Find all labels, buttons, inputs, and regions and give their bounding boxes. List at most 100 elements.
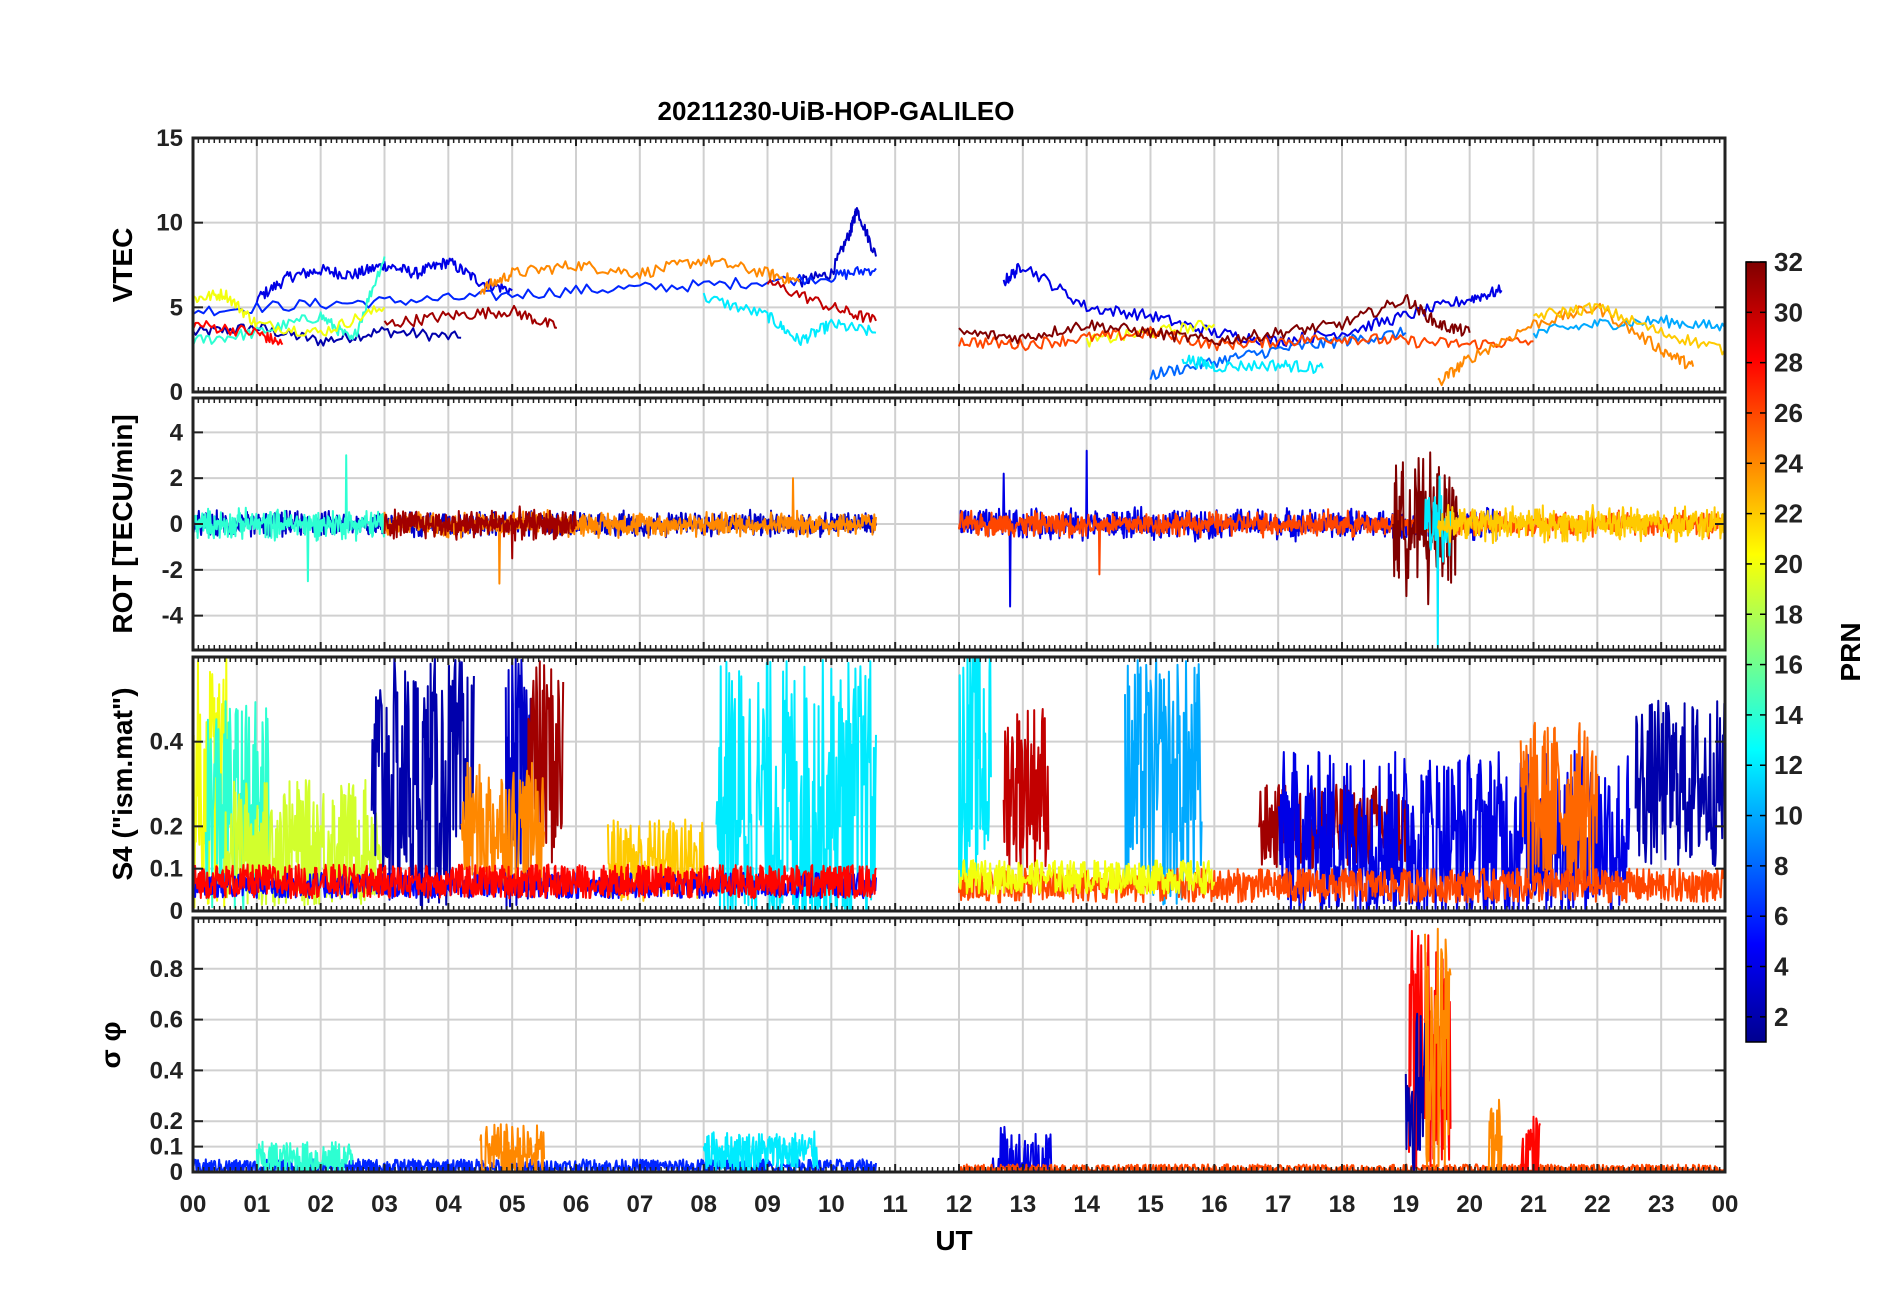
- colorbar-tick-label: 8: [1774, 851, 1788, 881]
- y-tick-label: 4: [170, 419, 184, 446]
- x-tick-label: 08: [690, 1191, 717, 1218]
- y-tick-label: 0: [170, 1159, 183, 1186]
- series-line-prn-12: [715, 659, 877, 910]
- figure-title: 20211230-UiB-HOP-GALILEO: [658, 96, 1015, 126]
- x-tick-label: 00: [1712, 1191, 1739, 1218]
- y-axis-label: VTEC: [107, 228, 138, 303]
- x-tick-label: 00: [180, 1191, 207, 1218]
- x-tick-label: 14: [1073, 1191, 1100, 1218]
- x-tick-label: 13: [1009, 1191, 1036, 1218]
- series-line-prn-30: [766, 279, 877, 323]
- series-line-prn-14: [204, 700, 271, 910]
- y-tick-label: 10: [156, 210, 183, 237]
- y-tick-label: 0.2: [150, 1108, 183, 1135]
- series-line-prn-28: [193, 320, 284, 346]
- series-line-prn-4: [255, 257, 513, 303]
- colorbar-tick-label: 10: [1774, 801, 1803, 831]
- colorbar-tick-label: 4: [1774, 952, 1789, 982]
- colorbar-tick-label: 28: [1774, 348, 1803, 378]
- x-tick-label: 21: [1520, 1191, 1547, 1218]
- y-tick-label: 0.4: [150, 1057, 184, 1084]
- x-tick-label: 16: [1201, 1191, 1228, 1218]
- y-tick-label: 0.8: [150, 956, 183, 983]
- series-line-prn-2: [1634, 699, 1725, 867]
- series-line-prn-26: [958, 326, 1534, 352]
- series-line-prn-31: [383, 505, 577, 560]
- series-line-prn-28: [193, 863, 877, 900]
- colorbar-tick-label: 14: [1774, 700, 1803, 730]
- series-line-prn-14: [255, 1140, 354, 1172]
- series-line-prn-32: [958, 294, 1471, 347]
- series-line-prn-10: [1124, 657, 1203, 906]
- y-tick-label: 0.1: [150, 1134, 183, 1161]
- series-line-prn-14: [193, 454, 386, 583]
- series-line-prn-24: [1487, 1098, 1503, 1172]
- colorbar-tick-label: 30: [1774, 297, 1803, 327]
- series-line-prn-22: [1532, 302, 1725, 356]
- y-axis-label: ROT [TECU/min]: [107, 414, 138, 633]
- y-tick-label: 0.4: [150, 729, 184, 756]
- series-line-prn-22: [1436, 503, 1725, 545]
- series-group: [193, 657, 1725, 910]
- y-tick-label: 15: [156, 125, 183, 152]
- y-tick-label: 2: [170, 465, 183, 492]
- colorbar-tick-label: 32: [1774, 247, 1803, 277]
- series-line-prn-31: [383, 304, 557, 329]
- series-group: [193, 207, 1725, 387]
- x-tick-label: 02: [307, 1191, 334, 1218]
- series-line-prn-20: [958, 859, 1216, 896]
- y-tick-label: 0: [170, 898, 183, 925]
- series-line-prn-12: [958, 657, 992, 889]
- panel-sigma_phi: 00.10.2 0.4 0.6 0.8 σ φ: [95, 916, 1727, 1186]
- series-line-prn-12: [702, 1130, 819, 1172]
- x-axis: 00 01 02 03 04 05 06 07 08 09 10 11 12 13 14 15 16 17 18 19…: [180, 1191, 1739, 1218]
- x-tick-label: 04: [435, 1191, 462, 1218]
- series-line-prn-3: [504, 657, 533, 910]
- series-line-prn-24: [479, 1123, 546, 1172]
- x-tick-label: 15: [1137, 1191, 1164, 1218]
- y-axis-label: σ φ: [95, 1022, 126, 1069]
- panel-s4: 0 0.1 0.2 0.4 S4 ("ism.mat"): [107, 655, 1727, 925]
- colorbar-tick-label: 22: [1774, 499, 1803, 529]
- x-tick-label: 01: [243, 1191, 270, 1218]
- y-tick-label: 0: [170, 379, 183, 406]
- series-line-prn-2: [1404, 1012, 1426, 1172]
- series-line-prn-24: [1424, 927, 1452, 1170]
- series-line-prn-20: [1085, 319, 1216, 348]
- series-line-prn-30: [1002, 708, 1050, 869]
- colorbar-tick-label: 20: [1774, 549, 1803, 579]
- panel-rot: -4 -2 0 2 4 ROT [TECU/min]: [107, 396, 1727, 652]
- colorbar-tick-label: 16: [1774, 650, 1803, 680]
- x-tick-label: 07: [626, 1191, 653, 1218]
- series-line-prn-12: [702, 292, 877, 346]
- x-tick-label: 19: [1392, 1191, 1419, 1218]
- colorbar-label: PRN: [1835, 622, 1866, 681]
- colorbar-tick-label: 6: [1774, 901, 1788, 931]
- x-tick-label: 09: [754, 1191, 781, 1218]
- series-line-prn-26: [958, 867, 1725, 904]
- colorbar-tick-label: 26: [1774, 398, 1803, 428]
- y-tick-label: 0.6: [150, 1007, 183, 1034]
- y-tick-label: 0: [170, 511, 183, 538]
- x-tick-label: 06: [563, 1191, 590, 1218]
- x-axis-label: UT: [935, 1225, 972, 1256]
- series-line-prn-20: [193, 288, 386, 337]
- colorbar-tick-label: 24: [1774, 448, 1803, 478]
- y-tick-label: 0.2: [150, 813, 183, 840]
- series-line-prn-14: [193, 256, 386, 346]
- series-line-prn-2: [370, 657, 475, 910]
- series-group: [193, 449, 1725, 649]
- x-tick-label: 11: [882, 1191, 907, 1218]
- series-line-prn-25: [1519, 721, 1599, 888]
- y-tick-label: -4: [162, 603, 184, 630]
- series-line-prn-24: [460, 761, 546, 891]
- x-tick-label: 18: [1329, 1191, 1356, 1218]
- colorbar-tick-label: 18: [1774, 599, 1803, 629]
- x-tick-label: 10: [818, 1191, 845, 1218]
- series-line-prn-6: [193, 266, 877, 317]
- colorbar-tick-label: 2: [1774, 1002, 1788, 1032]
- series-line-prn-31: [523, 660, 565, 868]
